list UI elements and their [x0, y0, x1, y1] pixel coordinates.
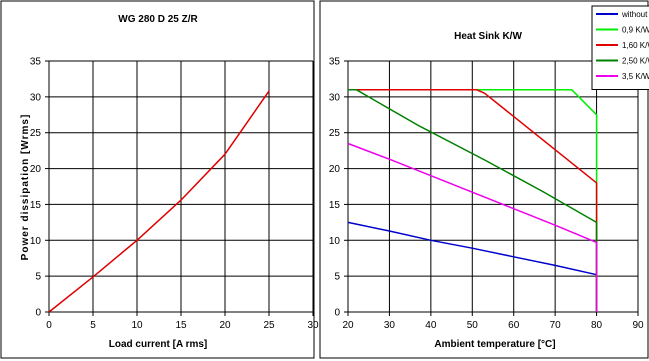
right-plot-area: 20 30 40 50 60 70 80 90 0 5 10 15 20 25 30 35: [329, 57, 644, 332]
right-y-tick-label: 30: [329, 92, 341, 103]
left-y-tick-label: 20: [30, 164, 42, 175]
right-x-tick-label: 80: [591, 320, 603, 331]
right-line-3-5-k-w: [347, 142, 598, 312]
left-y-tick-label: 30: [30, 92, 42, 103]
left-y-tick-label: 5: [35, 272, 41, 283]
right-x-tick-label: 20: [342, 320, 354, 331]
right-x-tick-label: 40: [425, 320, 437, 331]
right-line-without: [347, 221, 598, 312]
right-line-0-9-k-w: [348, 88, 598, 312]
right-plot-background: [348, 61, 638, 312]
legend-label: 2,50 K/W: [622, 57, 649, 66]
left-y-axis-label: Power dissipation [Wrms]: [20, 114, 31, 261]
right-x-axis-label: Ambient temperature [°C]: [434, 339, 555, 350]
left-x-tick-label: 5: [90, 320, 96, 331]
right-chart-title: Heat Sink K/W: [454, 31, 522, 42]
right-x-tick-label: 70: [550, 320, 562, 331]
legend-label: without: [621, 10, 648, 19]
legend-label: 0,9 K/W: [622, 26, 649, 35]
right-line-2-50-k-w: [348, 88, 598, 312]
right-y-tick-label: 10: [329, 236, 341, 247]
legend: without 0,9 K/W 1,60 K/W 2,50 K/W 3,5 K/W: [591, 5, 649, 90]
right-x-tick-label: 50: [467, 320, 479, 331]
left-x-tick-label: 15: [175, 320, 187, 331]
legend-label: 1,60 K/W: [622, 41, 649, 50]
right-x-tick-label: 90: [632, 320, 644, 331]
left-y-tick-label: 0: [35, 308, 41, 319]
left-x-axis-label: Load current [A rms]: [109, 339, 208, 350]
right-y-tick-label: 25: [329, 128, 341, 139]
left-x-tick-label: 25: [263, 320, 275, 331]
right-y-tick-label: 15: [329, 200, 341, 211]
right-y-tick-label: 35: [329, 57, 341, 68]
left-line-series-0: [48, 90, 270, 313]
left-x-tick-label: 20: [219, 320, 231, 331]
left-plot-area: 0 5 10 15 20 25 30 0 5 10 15 20 25 30 35: [30, 57, 319, 332]
left-x-tick-label: 10: [131, 320, 143, 331]
left-x-tick-label: 0: [46, 320, 52, 331]
left-y-tick-label: 35: [30, 57, 42, 68]
left-chart-title: WG 280 D 25 Z/R: [118, 14, 198, 25]
right-x-tick-label: 30: [384, 320, 396, 331]
left-x-tick-label: 30: [307, 320, 319, 331]
left-y-tick-label: 25: [30, 128, 42, 139]
right-y-tick-label: 0: [334, 308, 340, 319]
left-y-tick-label: 10: [30, 236, 42, 247]
right-x-tick-label: 60: [508, 320, 520, 331]
right-y-tick-label: 20: [329, 164, 341, 175]
left-y-tick-label: 15: [30, 200, 42, 211]
right-y-tick-label: 5: [334, 272, 340, 283]
legend-label: 3,5 K/W: [622, 72, 649, 81]
